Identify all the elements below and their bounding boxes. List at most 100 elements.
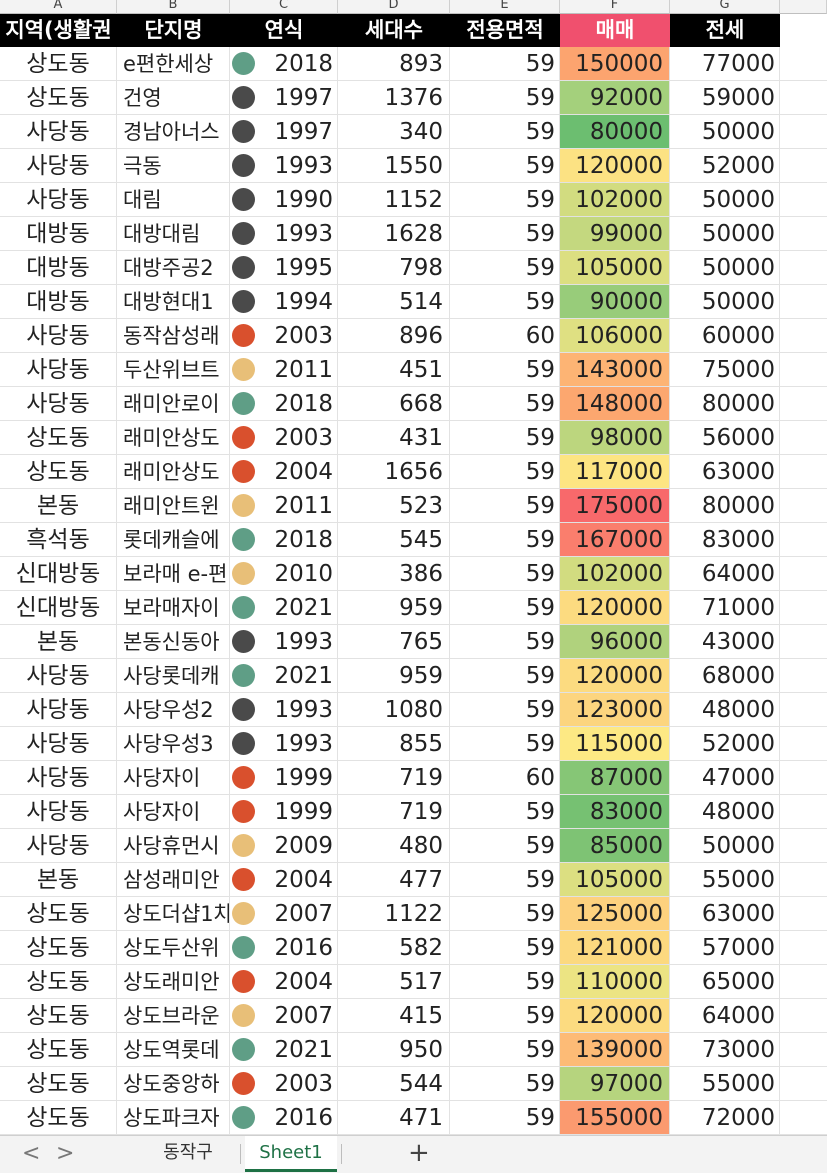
cell-region[interactable]: 본동	[0, 489, 117, 523]
cell-complex[interactable]: 두산위브트	[117, 353, 230, 387]
cell-empty[interactable]	[780, 999, 827, 1033]
header-region[interactable]: 지역(생활권	[0, 14, 117, 47]
cell-year[interactable]: 2018	[230, 387, 338, 421]
cell-households[interactable]: 471	[338, 1101, 450, 1135]
cell-year[interactable]: 2021	[230, 591, 338, 625]
cell-region[interactable]: 사당동	[0, 353, 117, 387]
cell-jeonse[interactable]: 52000	[670, 727, 780, 761]
cell-complex[interactable]: 극동	[117, 149, 230, 183]
cell-sale[interactable]: 125000	[560, 897, 670, 931]
column-header-e[interactable]: E	[450, 0, 560, 14]
cell-empty[interactable]	[780, 863, 827, 897]
cell-year[interactable]: 1993	[230, 217, 338, 251]
cell-sale[interactable]: 120000	[560, 659, 670, 693]
cell-empty[interactable]	[780, 115, 827, 149]
cell-area[interactable]: 59	[450, 1101, 560, 1135]
cell-area[interactable]: 59	[450, 625, 560, 659]
cell-empty[interactable]	[780, 829, 827, 863]
cell-area[interactable]: 59	[450, 455, 560, 489]
cell-area[interactable]: 59	[450, 1067, 560, 1101]
cell-empty[interactable]	[780, 727, 827, 761]
cell-complex[interactable]: 상도파크자	[117, 1101, 230, 1135]
cell-area[interactable]: 59	[450, 659, 560, 693]
cell-empty[interactable]	[780, 455, 827, 489]
cell-region[interactable]: 상도동	[0, 931, 117, 965]
cell-sale[interactable]: 105000	[560, 863, 670, 897]
cell-region[interactable]: 사당동	[0, 115, 117, 149]
cell-year[interactable]: 2007	[230, 999, 338, 1033]
cell-area[interactable]: 59	[450, 931, 560, 965]
cell-households[interactable]: 959	[338, 659, 450, 693]
column-header-f[interactable]: F	[560, 0, 670, 14]
cell-jeonse[interactable]: 63000	[670, 455, 780, 489]
cell-sale[interactable]: 120000	[560, 999, 670, 1033]
cell-area[interactable]: 60	[450, 761, 560, 795]
cell-households[interactable]: 1376	[338, 81, 450, 115]
cell-jeonse[interactable]: 65000	[670, 965, 780, 999]
cell-jeonse[interactable]: 55000	[670, 863, 780, 897]
cell-year[interactable]: 1993	[230, 727, 338, 761]
column-header-d[interactable]: D	[338, 0, 450, 14]
cell-complex[interactable]: 대방현대1	[117, 285, 230, 319]
cell-region[interactable]: 상도동	[0, 81, 117, 115]
add-sheet-button[interactable]: +	[408, 1138, 430, 1168]
cell-jeonse[interactable]: 50000	[670, 115, 780, 149]
cell-area[interactable]: 59	[450, 863, 560, 897]
cell-empty[interactable]	[780, 47, 827, 81]
cell-area[interactable]: 59	[450, 183, 560, 217]
cell-empty[interactable]	[780, 897, 827, 931]
cell-empty[interactable]	[780, 795, 827, 829]
cell-households[interactable]: 719	[338, 761, 450, 795]
cell-area[interactable]: 59	[450, 353, 560, 387]
cell-empty[interactable]	[780, 149, 827, 183]
cell-region[interactable]: 사당동	[0, 795, 117, 829]
column-header-h[interactable]	[780, 0, 827, 14]
cell-households[interactable]: 1122	[338, 897, 450, 931]
cell-sale[interactable]: 175000	[560, 489, 670, 523]
cell-sale[interactable]: 150000	[560, 47, 670, 81]
cell-sale[interactable]: 105000	[560, 251, 670, 285]
cell-area[interactable]: 59	[450, 81, 560, 115]
cell-complex[interactable]: 상도더샵1차	[117, 897, 230, 931]
cell-complex[interactable]: 상도브라운	[117, 999, 230, 1033]
cell-empty[interactable]	[780, 965, 827, 999]
cell-year[interactable]: 1997	[230, 115, 338, 149]
cell-sale[interactable]: 121000	[560, 931, 670, 965]
cell-jeonse[interactable]: 48000	[670, 795, 780, 829]
cell-year[interactable]: 1990	[230, 183, 338, 217]
column-header-b[interactable]: B	[117, 0, 230, 14]
cell-sale[interactable]: 110000	[560, 965, 670, 999]
cell-region[interactable]: 사당동	[0, 693, 117, 727]
cell-region[interactable]: 사당동	[0, 149, 117, 183]
cell-empty[interactable]	[780, 591, 827, 625]
cell-sale[interactable]: 98000	[560, 421, 670, 455]
cell-year[interactable]: 1993	[230, 625, 338, 659]
cell-complex[interactable]: 래미안상도	[117, 421, 230, 455]
cell-empty[interactable]	[780, 183, 827, 217]
cell-area[interactable]: 60	[450, 319, 560, 353]
cell-region[interactable]: 사당동	[0, 183, 117, 217]
cell-jeonse[interactable]: 55000	[670, 1067, 780, 1101]
cell-households[interactable]: 1080	[338, 693, 450, 727]
cell-households[interactable]: 950	[338, 1033, 450, 1067]
header-households[interactable]: 세대수	[338, 14, 450, 47]
cell-area[interactable]: 59	[450, 591, 560, 625]
cell-complex[interactable]: 사당우성3	[117, 727, 230, 761]
cell-empty[interactable]	[780, 81, 827, 115]
cell-complex[interactable]: 대방대림	[117, 217, 230, 251]
cell-jeonse[interactable]: 83000	[670, 523, 780, 557]
cell-sale[interactable]: 92000	[560, 81, 670, 115]
cell-sale[interactable]: 102000	[560, 183, 670, 217]
cell-jeonse[interactable]: 50000	[670, 829, 780, 863]
cell-empty[interactable]	[780, 319, 827, 353]
cell-empty[interactable]	[780, 557, 827, 591]
cell-region[interactable]: 본동	[0, 625, 117, 659]
cell-area[interactable]: 59	[450, 47, 560, 81]
cell-region[interactable]: 대방동	[0, 251, 117, 285]
cell-sale[interactable]: 87000	[560, 761, 670, 795]
cell-households[interactable]: 545	[338, 523, 450, 557]
cell-area[interactable]: 59	[450, 217, 560, 251]
cell-region[interactable]: 흑석동	[0, 523, 117, 557]
cell-complex[interactable]: 보라매자이	[117, 591, 230, 625]
cell-households[interactable]: 765	[338, 625, 450, 659]
